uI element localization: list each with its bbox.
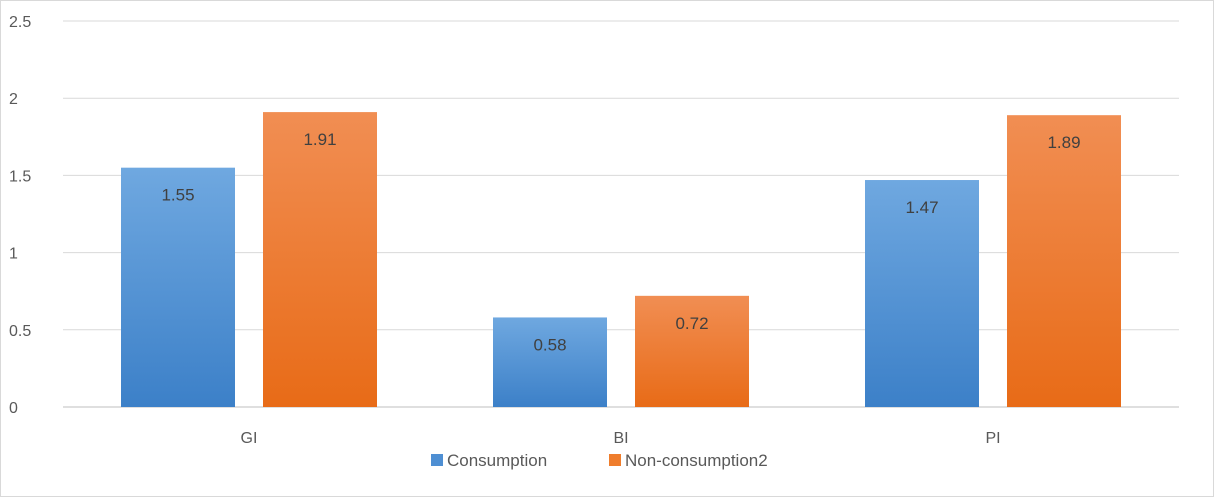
data-label: 1.89 [1047,133,1080,152]
bar-bi-consumption [493,317,607,407]
x-tick-label-pi: PI [985,430,1000,447]
data-label: 1.91 [303,130,336,149]
x-tick-label-bi: BI [613,430,628,447]
data-label: 0.58 [533,335,566,354]
bar-gi-consumption [121,167,235,407]
y-tick-label: 1 [9,246,18,263]
y-tick-label: 2.5 [9,14,31,31]
bar-pi-non-consumption [1007,115,1121,408]
data-label: 1.55 [161,186,194,205]
data-label: 0.72 [675,314,708,333]
data-label: 1.47 [905,198,938,217]
gridlines [63,20,1179,408]
legend: Consumption Non-consumption2 [431,451,768,470]
bars [121,112,1121,408]
y-tick-label: 1.5 [9,168,31,185]
legend-swatch [431,454,443,466]
data-labels: 1.55 1.91 0.58 0.72 1.47 1.89 [161,130,1080,354]
y-tick-label: 0 [9,400,18,417]
bar-gi-non-consumption [263,112,377,407]
y-axis-ticks: 0 0.5 1 1.5 2 2.5 [9,14,31,417]
legend-label: Non-consumption2 [625,451,768,470]
bar-pi-consumption [865,180,979,407]
y-tick-label: 0.5 [9,323,31,340]
legend-label: Consumption [447,451,547,470]
legend-swatch [609,454,621,466]
x-tick-label-gi: GI [241,430,258,447]
x-axis-ticks: GI BI PI [241,430,1001,447]
bar-bi-non-consumption [635,295,749,407]
y-tick-label: 2 [9,91,18,108]
